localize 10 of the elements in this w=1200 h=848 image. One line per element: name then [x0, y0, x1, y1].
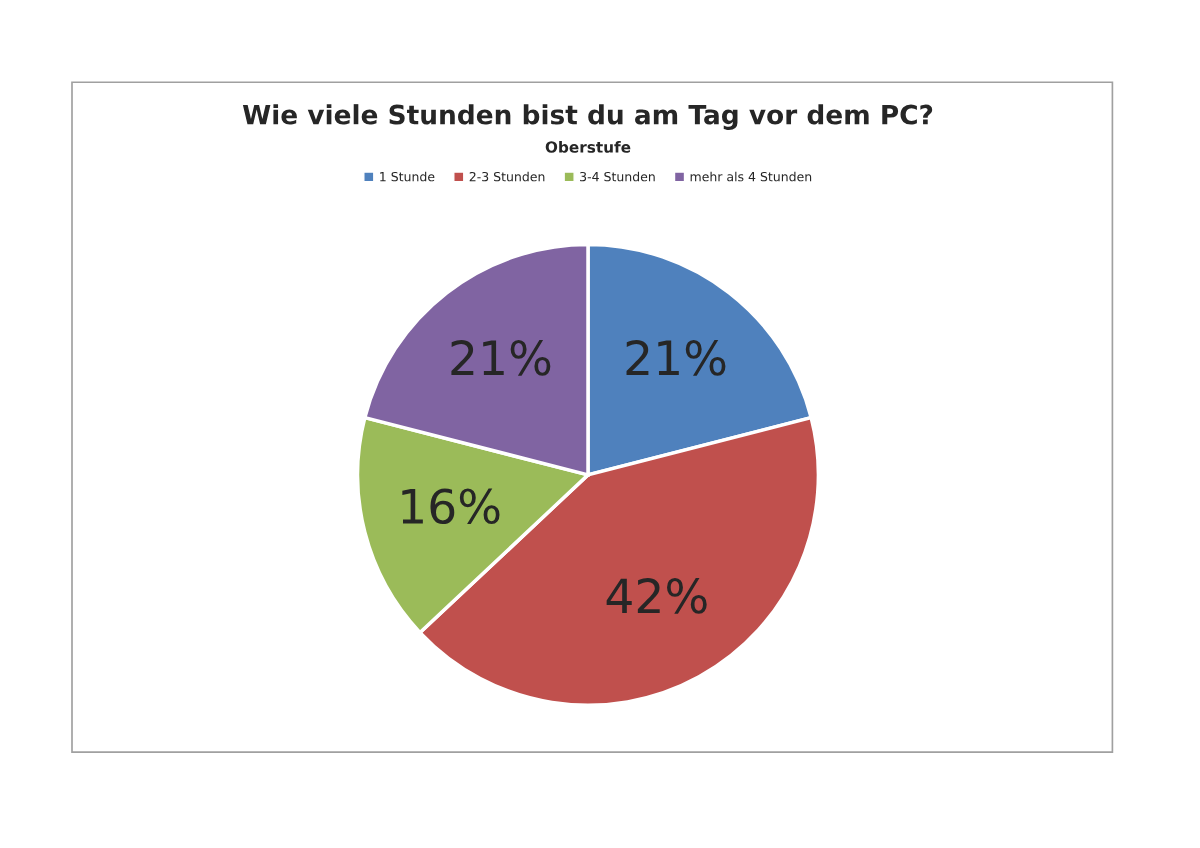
- legend-label: 3-4 Stunden: [580, 171, 655, 182]
- data-label: 21%: [451, 339, 551, 376]
- data-label: 42%: [606, 578, 707, 614]
- chart-subtitle: Oberstufe: [545, 141, 631, 153]
- chart-title: Wie viele Stunden bist du am Tag vor dem PC?: [242, 104, 933, 130]
- data-label: 16%: [402, 488, 500, 525]
- legend-label: mehr als 4 Stunden: [690, 171, 812, 182]
- legend-label: 1 Stunde: [380, 171, 435, 182]
- legend-label: 2-3 Stunden: [469, 171, 545, 182]
- data-label: 21%: [626, 339, 726, 376]
